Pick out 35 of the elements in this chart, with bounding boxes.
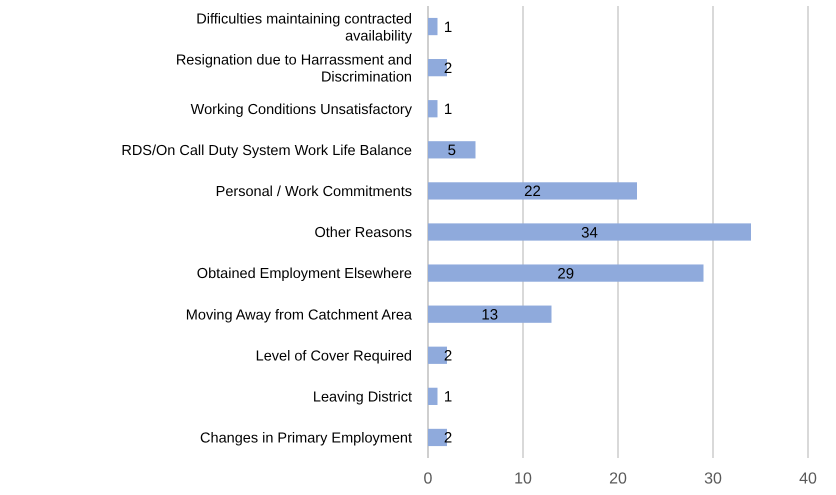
y-tick-label: Working Conditions Unsatisfactory — [190, 102, 413, 118]
data-label: 1 — [444, 388, 452, 406]
data-label: 29 — [557, 265, 574, 282]
data-label: 1 — [444, 100, 452, 118]
bar — [428, 223, 751, 241]
data-label: 1 — [444, 18, 452, 36]
y-tick-label: Other Reasons — [314, 225, 412, 242]
bar — [428, 182, 637, 200]
y-tick-label: Difficulties maintaining contracted availability — [196, 12, 413, 45]
x-tick-label: 10 — [514, 470, 532, 488]
data-label: 34 — [581, 224, 598, 242]
x-tick-label: 40 — [799, 470, 817, 488]
data-label: 2 — [444, 60, 452, 77]
x-tick-label: 20 — [609, 470, 627, 488]
y-tick-label: Resignation due to Harrassment and Discrimination — [176, 52, 412, 86]
bar — [428, 306, 552, 323]
bar — [428, 388, 438, 405]
bar — [428, 141, 476, 158]
y-tick-label: RDS/On Call Duty System Work Life Balance — [121, 142, 412, 159]
data-label: 2 — [444, 348, 452, 365]
data-label: 22 — [524, 183, 541, 200]
data-label: 13 — [481, 306, 498, 324]
bar — [428, 100, 438, 118]
bar — [428, 18, 438, 36]
data-label: 2 — [444, 430, 452, 447]
y-tick-label: Obtained Employment Elsewhere — [196, 266, 412, 282]
y-tick-label: Leaving District — [312, 389, 412, 406]
x-tick-label: 30 — [704, 470, 722, 488]
data-label: 5 — [448, 142, 456, 160]
bar — [428, 264, 704, 282]
y-tick-label: Changes in Primary Employment — [200, 430, 412, 447]
y-tick-label: Level of Cover Required — [256, 348, 412, 364]
y-tick-label: Moving Away from Catchment Area — [186, 307, 413, 324]
y-tick-label: Personal / Work Commitments — [216, 184, 412, 200]
x-tick-label: 0 — [424, 470, 433, 488]
